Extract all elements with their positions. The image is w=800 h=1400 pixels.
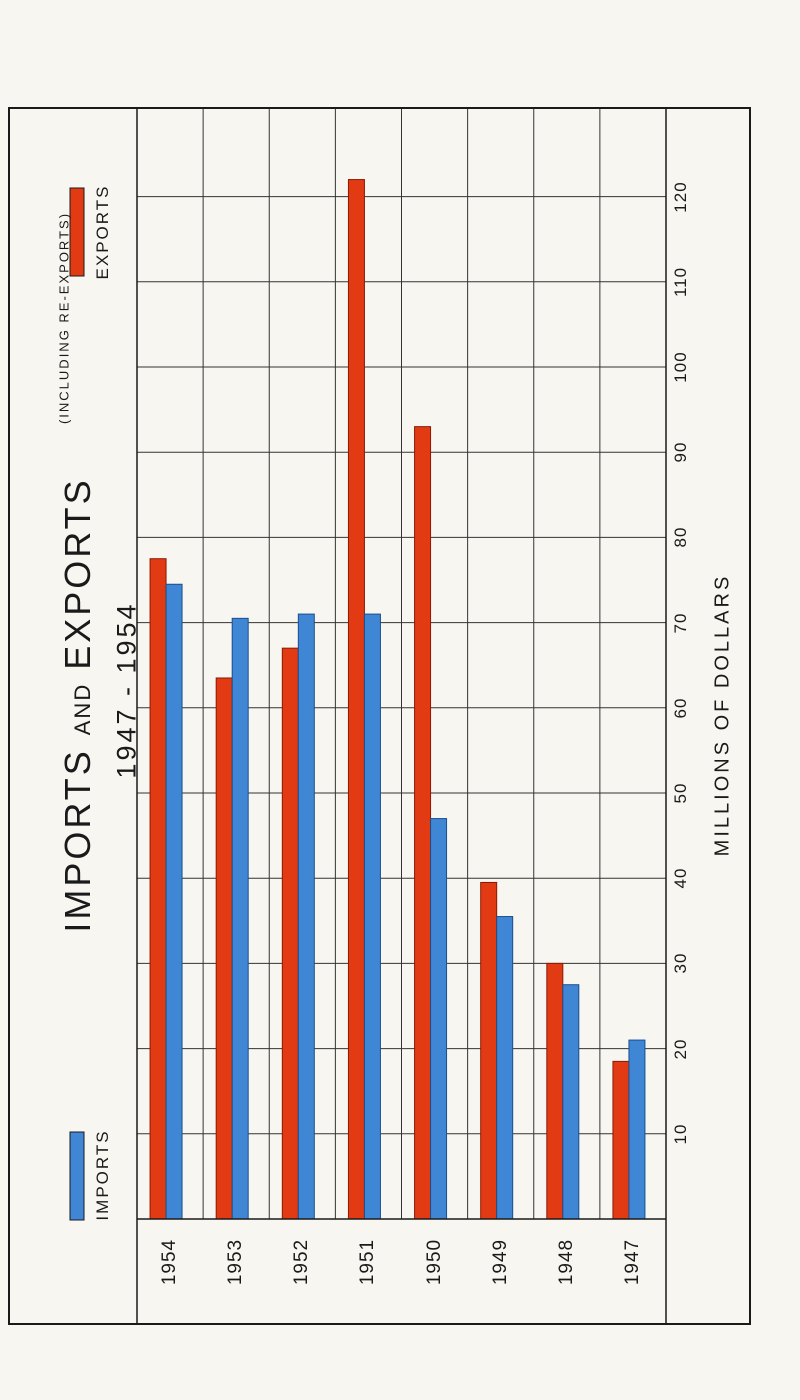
- x-tick-label: 30: [671, 952, 690, 974]
- title-and: AND: [70, 682, 95, 736]
- category-label: 1949: [489, 1238, 511, 1286]
- category-label: 1948: [555, 1238, 577, 1286]
- x-tick-label: 10: [671, 1123, 690, 1145]
- bar-imports-1954: [165, 583, 183, 1220]
- chart-title: IMPORTS AND EXPORTS: [57, 477, 99, 932]
- bar-imports-1950: [430, 818, 448, 1220]
- x-axis-title: MILLIONS OF DOLLARS: [711, 573, 734, 857]
- bar-exports-1954: [149, 558, 167, 1220]
- bar-exports-1949: [480, 881, 498, 1220]
- x-tick-label: 50: [671, 782, 690, 804]
- x-tick-label: 70: [671, 612, 690, 634]
- bar-exports-1951: [347, 179, 365, 1220]
- bar-exports-1953: [215, 677, 233, 1220]
- bar-imports-1953: [231, 617, 249, 1220]
- category-label: 1947: [621, 1238, 643, 1286]
- category-label: 1954: [159, 1238, 181, 1286]
- x-tick-label: 90: [671, 441, 690, 463]
- legend-swatch-imports: [69, 1131, 85, 1221]
- category-label: 1952: [291, 1238, 313, 1286]
- bar-layer: [149, 179, 646, 1220]
- x-tick-label: 20: [671, 1038, 690, 1060]
- bar-imports-1949: [496, 916, 514, 1220]
- legend-label-imports: IMPORTS: [93, 1129, 112, 1221]
- x-tick-label: 110: [671, 266, 690, 297]
- x-tick-label: 80: [671, 526, 690, 548]
- outer-frame: [8, 107, 751, 1325]
- bar-imports-1947: [628, 1039, 646, 1220]
- bar-imports-1952: [297, 613, 315, 1220]
- bar-exports-1947: [612, 1060, 630, 1220]
- title-exports: EXPORTS: [57, 477, 98, 670]
- frame-layer: [8, 107, 751, 1325]
- bar-imports-1948: [562, 984, 580, 1220]
- title-note: (INCLUDING RE-EXPORTS): [56, 211, 72, 425]
- bar-exports-1952: [281, 647, 299, 1220]
- category-label: 1950: [423, 1238, 445, 1286]
- legend: [69, 187, 85, 1221]
- x-tick-label: 40: [671, 867, 690, 889]
- bar-exports-1950: [414, 426, 432, 1220]
- bar-exports-1948: [546, 962, 564, 1220]
- x-tick-label: 60: [671, 697, 690, 719]
- legend-swatch-exports: [69, 187, 85, 277]
- x-tick-label: 100: [671, 351, 690, 383]
- category-label: 1951: [357, 1238, 379, 1286]
- title-imports: IMPORTS: [57, 748, 98, 933]
- legend-label-exports: EXPORTS: [93, 184, 112, 280]
- x-tick-label: 120: [671, 180, 690, 213]
- category-label: 1953: [225, 1238, 247, 1286]
- bar-imports-1951: [363, 613, 381, 1220]
- chart-subtitle: 1947 - 1954: [111, 601, 142, 779]
